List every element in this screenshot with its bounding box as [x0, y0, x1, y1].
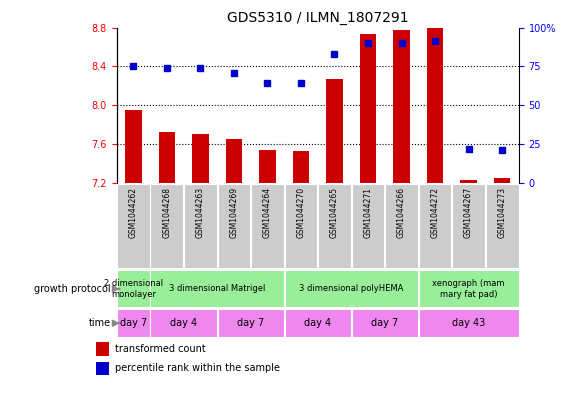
Bar: [460, 180, 477, 183]
Bar: [285, 309, 351, 337]
Bar: [192, 134, 209, 183]
Bar: [259, 150, 276, 183]
Text: GSM1044270: GSM1044270: [297, 187, 305, 238]
Bar: [96, 342, 109, 356]
Bar: [385, 184, 418, 268]
Bar: [393, 30, 410, 183]
Bar: [352, 184, 384, 268]
Text: 3 dimensional Matrigel: 3 dimensional Matrigel: [169, 285, 265, 293]
Bar: [184, 184, 217, 268]
Text: day 7: day 7: [120, 318, 147, 328]
Text: percentile rank within the sample: percentile rank within the sample: [115, 363, 280, 373]
Bar: [427, 28, 444, 183]
Bar: [117, 270, 150, 307]
Text: GSM1044268: GSM1044268: [163, 187, 171, 238]
Bar: [419, 184, 451, 268]
Bar: [159, 132, 175, 183]
Bar: [285, 270, 418, 307]
Text: GSM1044273: GSM1044273: [498, 187, 507, 238]
Text: transformed count: transformed count: [115, 343, 206, 354]
Title: GDS5310 / ILMN_1807291: GDS5310 / ILMN_1807291: [227, 11, 409, 25]
Bar: [217, 184, 250, 268]
Text: day 43: day 43: [452, 318, 485, 328]
Bar: [419, 270, 518, 307]
Bar: [125, 110, 142, 183]
Text: GSM1044266: GSM1044266: [397, 187, 406, 238]
Bar: [494, 178, 511, 183]
Text: day 7: day 7: [371, 318, 398, 328]
Text: GSM1044272: GSM1044272: [431, 187, 440, 238]
Text: GSM1044264: GSM1044264: [263, 187, 272, 238]
Bar: [293, 151, 310, 183]
Text: day 4: day 4: [170, 318, 197, 328]
Text: GSM1044265: GSM1044265: [330, 187, 339, 238]
Text: 3 dimensional polyHEMA: 3 dimensional polyHEMA: [299, 285, 403, 293]
Bar: [318, 184, 351, 268]
Bar: [251, 184, 284, 268]
Text: GSM1044262: GSM1044262: [129, 187, 138, 238]
Bar: [352, 309, 418, 337]
Bar: [226, 139, 243, 183]
Text: day 4: day 4: [304, 318, 331, 328]
Bar: [150, 184, 183, 268]
Text: GSM1044267: GSM1044267: [464, 187, 473, 238]
Bar: [117, 309, 150, 337]
Bar: [217, 309, 284, 337]
Text: time: time: [89, 318, 111, 328]
Text: 2 dimensional
monolayer: 2 dimensional monolayer: [104, 279, 163, 299]
Text: growth protocol: growth protocol: [34, 284, 111, 294]
Bar: [486, 184, 518, 268]
Bar: [150, 309, 217, 337]
Bar: [285, 184, 317, 268]
Text: GSM1044269: GSM1044269: [230, 187, 238, 238]
Bar: [96, 362, 109, 375]
Bar: [150, 270, 284, 307]
Bar: [419, 309, 518, 337]
Text: GSM1044263: GSM1044263: [196, 187, 205, 238]
Text: day 7: day 7: [237, 318, 264, 328]
Bar: [117, 184, 150, 268]
Text: xenograph (mam
mary fat pad): xenograph (mam mary fat pad): [433, 279, 505, 299]
Text: GSM1044271: GSM1044271: [364, 187, 373, 238]
Bar: [326, 79, 343, 183]
Bar: [360, 34, 377, 183]
Bar: [452, 184, 485, 268]
